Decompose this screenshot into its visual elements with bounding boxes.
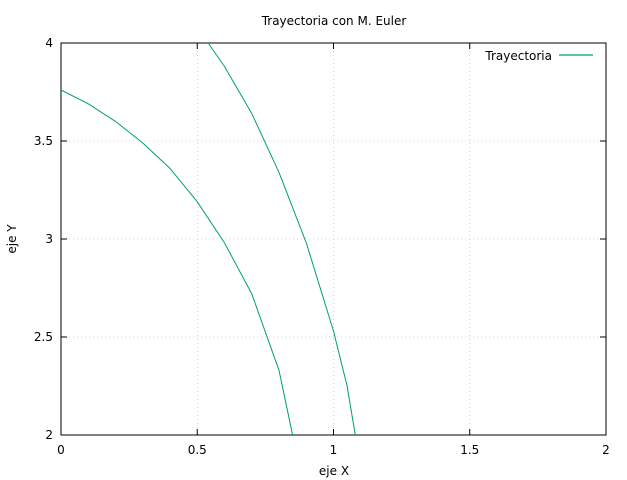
series-line bbox=[207, 42, 356, 436]
series-line bbox=[60, 89, 294, 436]
y-tick-label: 2 bbox=[45, 428, 53, 442]
legend: Trayectoria bbox=[484, 49, 593, 63]
x-axis-label: eje X bbox=[319, 464, 349, 478]
y-tick-label: 4 bbox=[45, 36, 53, 50]
y-tick-label: 3.5 bbox=[34, 134, 53, 148]
grid-lines bbox=[61, 43, 606, 435]
tick-labels: 0 0.5 1 1.5 2 2 2.5 3 3.5 4 bbox=[34, 36, 610, 457]
x-tick-label: 1 bbox=[330, 443, 338, 457]
legend-label: Trayectoria bbox=[484, 49, 552, 63]
y-tick-label: 2.5 bbox=[34, 330, 53, 344]
x-tick-label: 0.5 bbox=[188, 443, 207, 457]
x-tick-label: 2 bbox=[602, 443, 610, 457]
chart-title: Trayectoria con M. Euler bbox=[261, 14, 407, 28]
x-tick-label: 1.5 bbox=[460, 443, 479, 457]
x-tick-label: 0 bbox=[57, 443, 65, 457]
axis-ticks bbox=[60, 42, 607, 436]
y-tick-label: 3 bbox=[45, 232, 53, 246]
series-layer bbox=[60, 42, 356, 436]
y-axis-label: eje Y bbox=[5, 224, 19, 254]
